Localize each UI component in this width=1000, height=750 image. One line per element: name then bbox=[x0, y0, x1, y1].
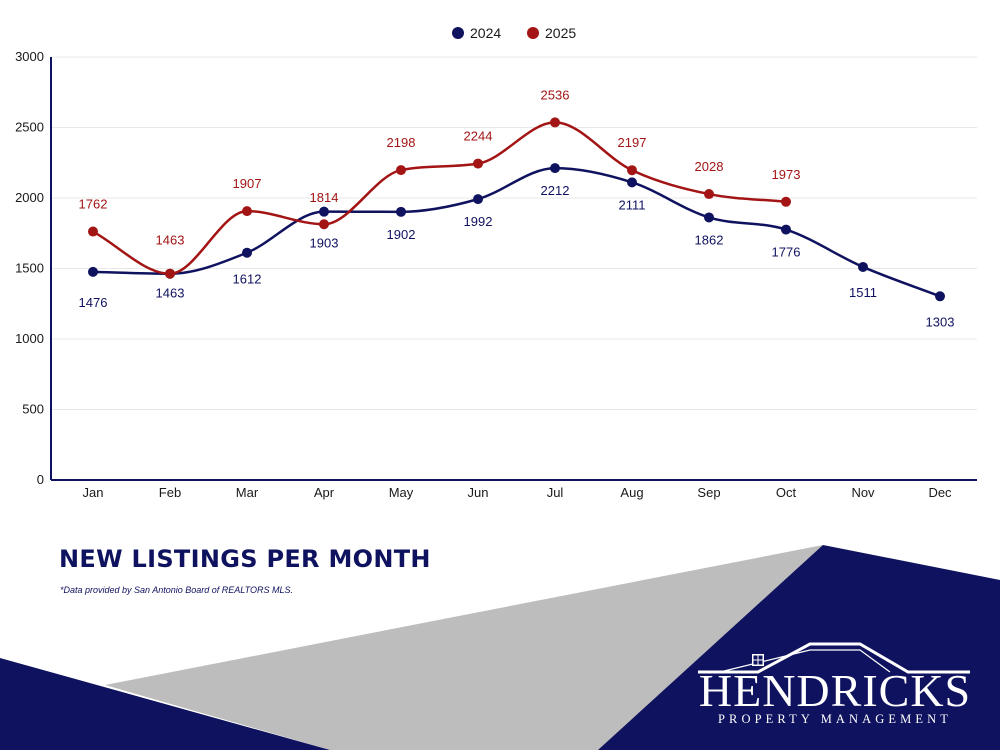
y-tick-label: 1000 bbox=[15, 331, 44, 346]
x-tick-label: Jul bbox=[547, 485, 564, 500]
logo-tagline: PROPERTY MANAGEMENT bbox=[718, 712, 952, 726]
data-point-2025 bbox=[550, 117, 560, 128]
legend-label: 2025 bbox=[545, 25, 576, 41]
data-point-2024 bbox=[704, 212, 714, 223]
data-label-2025: 1463 bbox=[156, 233, 185, 248]
y-tick-label: 0 bbox=[37, 472, 44, 487]
data-point-2025 bbox=[473, 158, 483, 169]
grey-wedge bbox=[105, 545, 823, 750]
y-tick-label: 1500 bbox=[15, 261, 44, 276]
data-point-2024 bbox=[242, 247, 252, 258]
x-tick-label: Jun bbox=[468, 485, 489, 500]
series-line-2024 bbox=[92, 166, 941, 298]
data-point-2025 bbox=[781, 196, 791, 207]
data-label-2025: 2028 bbox=[695, 159, 724, 174]
data-point-2024 bbox=[550, 163, 560, 174]
data-label-2024: 1992 bbox=[464, 214, 493, 229]
data-label-2025: 2244 bbox=[464, 129, 493, 144]
data-source-note: *Data provided by San Antonio Board of R… bbox=[60, 585, 293, 595]
data-point-2024 bbox=[935, 291, 945, 302]
navy-band-left bbox=[0, 658, 330, 750]
x-tick-label: Oct bbox=[776, 485, 797, 500]
data-point-2024 bbox=[781, 224, 791, 235]
data-label-2025: 1973 bbox=[772, 167, 801, 182]
data-label-2024: 1862 bbox=[695, 232, 724, 247]
chart-axes: 0 500 1000 1500 2000 2500 3000 Jan Feb Mar Apr May J… bbox=[15, 49, 977, 500]
chart-series bbox=[88, 117, 945, 302]
data-label-2025: 2536 bbox=[541, 87, 570, 102]
chart-title: NEW LISTINGS PER MONTH bbox=[59, 545, 431, 573]
data-point-2024 bbox=[319, 206, 329, 217]
navy-band-right bbox=[598, 545, 1000, 750]
series-line-2025 bbox=[92, 121, 787, 275]
data-label-2024: 2212 bbox=[541, 183, 570, 198]
x-tick-label: Aug bbox=[620, 485, 643, 500]
logo-name: HENDRICKS bbox=[698, 665, 972, 716]
legend-marker bbox=[527, 27, 539, 39]
data-point-2024 bbox=[473, 194, 483, 205]
x-tick-label: Sep bbox=[697, 485, 720, 500]
data-label-2024: 1902 bbox=[387, 227, 416, 242]
hendricks-logo: HENDRICKS PROPERTY MANAGEMENT bbox=[690, 636, 980, 732]
data-label-2024: 1612 bbox=[233, 272, 262, 287]
chart-grid bbox=[51, 56, 977, 410]
data-point-2024 bbox=[858, 261, 868, 272]
x-tick-label: Mar bbox=[236, 485, 259, 500]
data-point-2024 bbox=[88, 266, 98, 277]
x-tick-label: Feb bbox=[159, 485, 181, 500]
data-point-2025 bbox=[704, 189, 714, 200]
data-label-2024: 1511 bbox=[849, 285, 877, 300]
y-tick-label: 3000 bbox=[15, 49, 44, 64]
chart-legend[interactable]: 2024 2025 bbox=[452, 25, 576, 41]
data-label-2024: 1303 bbox=[926, 314, 955, 329]
y-tick-label: 500 bbox=[22, 402, 44, 417]
y-tick-label: 2000 bbox=[15, 190, 44, 205]
data-point-2025 bbox=[165, 268, 175, 279]
legend-label: 2024 bbox=[470, 25, 501, 41]
x-tick-label: Apr bbox=[314, 485, 335, 500]
data-label-2024: 1476 bbox=[79, 295, 108, 310]
data-point-2025 bbox=[396, 165, 406, 176]
data-label-2025: 1762 bbox=[79, 197, 108, 212]
chart-data-labels: 1476 1463 1612 1903 1902 1992 2212 2111 1862 1776… bbox=[79, 87, 955, 329]
data-label-2024: 1776 bbox=[772, 245, 801, 260]
x-tick-label: May bbox=[389, 485, 414, 500]
x-tick-label: Dec bbox=[928, 485, 952, 500]
data-point-2024 bbox=[627, 177, 637, 188]
y-tick-label: 2500 bbox=[15, 120, 44, 135]
data-label-2025: 1907 bbox=[233, 176, 262, 191]
data-point-2025 bbox=[319, 219, 329, 230]
x-tick-label: Jan bbox=[83, 485, 104, 500]
footer-decoration bbox=[0, 545, 1000, 750]
data-point-2025 bbox=[88, 226, 98, 237]
data-label-2024: 1903 bbox=[310, 236, 339, 251]
data-point-2025 bbox=[242, 206, 252, 217]
data-label-2025: 2198 bbox=[387, 135, 416, 150]
data-point-2024 bbox=[396, 206, 406, 217]
line-chart: 0 500 1000 1500 2000 2500 3000 Jan Feb Mar Apr May J… bbox=[15, 25, 977, 500]
data-label-2024: 2111 bbox=[619, 197, 646, 212]
data-label-2025: 1814 bbox=[310, 190, 339, 205]
data-point-2025 bbox=[627, 165, 637, 176]
legend-item-2024[interactable]: 2024 bbox=[452, 25, 501, 41]
house-roof-icon bbox=[698, 642, 970, 674]
data-label-2025: 2197 bbox=[618, 135, 647, 150]
data-label-2024: 1463 bbox=[156, 286, 185, 301]
legend-marker bbox=[452, 27, 464, 39]
legend-item-2025[interactable]: 2025 bbox=[527, 25, 576, 41]
x-tick-label: Nov bbox=[851, 485, 875, 500]
